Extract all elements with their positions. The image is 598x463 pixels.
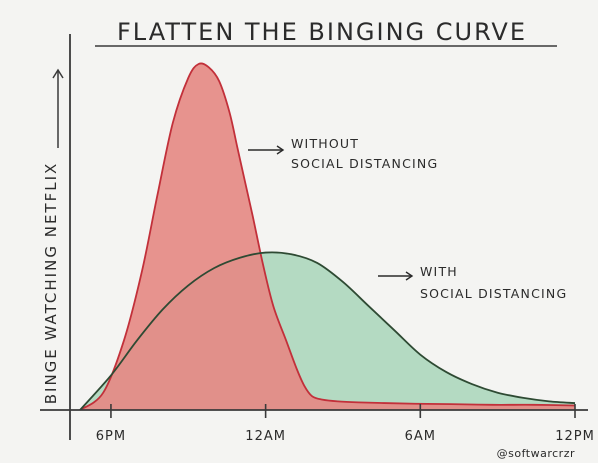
annotation-arrow-head — [405, 271, 414, 281]
annotation-with-distancing: WITH SOCIAL DISTANCING — [378, 264, 567, 301]
x-tick-label: 12AM — [245, 429, 286, 444]
series-area-without-distancing — [80, 63, 575, 411]
annotation-text: WITHOUT — [291, 136, 359, 151]
series-line-with-distancing — [79, 251, 576, 411]
series-line-without-distancing — [79, 62, 576, 411]
y-axis-arrow — [52, 68, 64, 148]
x-tick-label: 6PM — [96, 429, 126, 444]
chart-axes — [40, 34, 588, 440]
y-axis-label: BINGE WATCHING NETFLIX — [42, 162, 60, 405]
signature: @softwarcrzr — [497, 447, 575, 460]
annotation-text: SOCIAL DISTANCING — [291, 156, 438, 171]
chart-areas — [79, 62, 576, 411]
x-tick-label: 6AM — [405, 429, 436, 444]
annotation-without-distancing: WITHOUT SOCIAL DISTANCING — [248, 136, 438, 171]
x-tick-label: 12PM — [555, 429, 595, 444]
x-ticks: 6PM 12AM 6AM 12PM — [96, 404, 595, 444]
chart-title: FLATTEN THE BINGING CURVE — [117, 18, 527, 46]
annotations: WITHOUT SOCIAL DISTANCING WITH SOCIAL DISTA… — [248, 136, 567, 301]
annotation-text: SOCIAL DISTANCING — [420, 286, 567, 301]
annotation-text: WITH — [420, 264, 458, 279]
annotation-arrow-head — [276, 145, 285, 155]
